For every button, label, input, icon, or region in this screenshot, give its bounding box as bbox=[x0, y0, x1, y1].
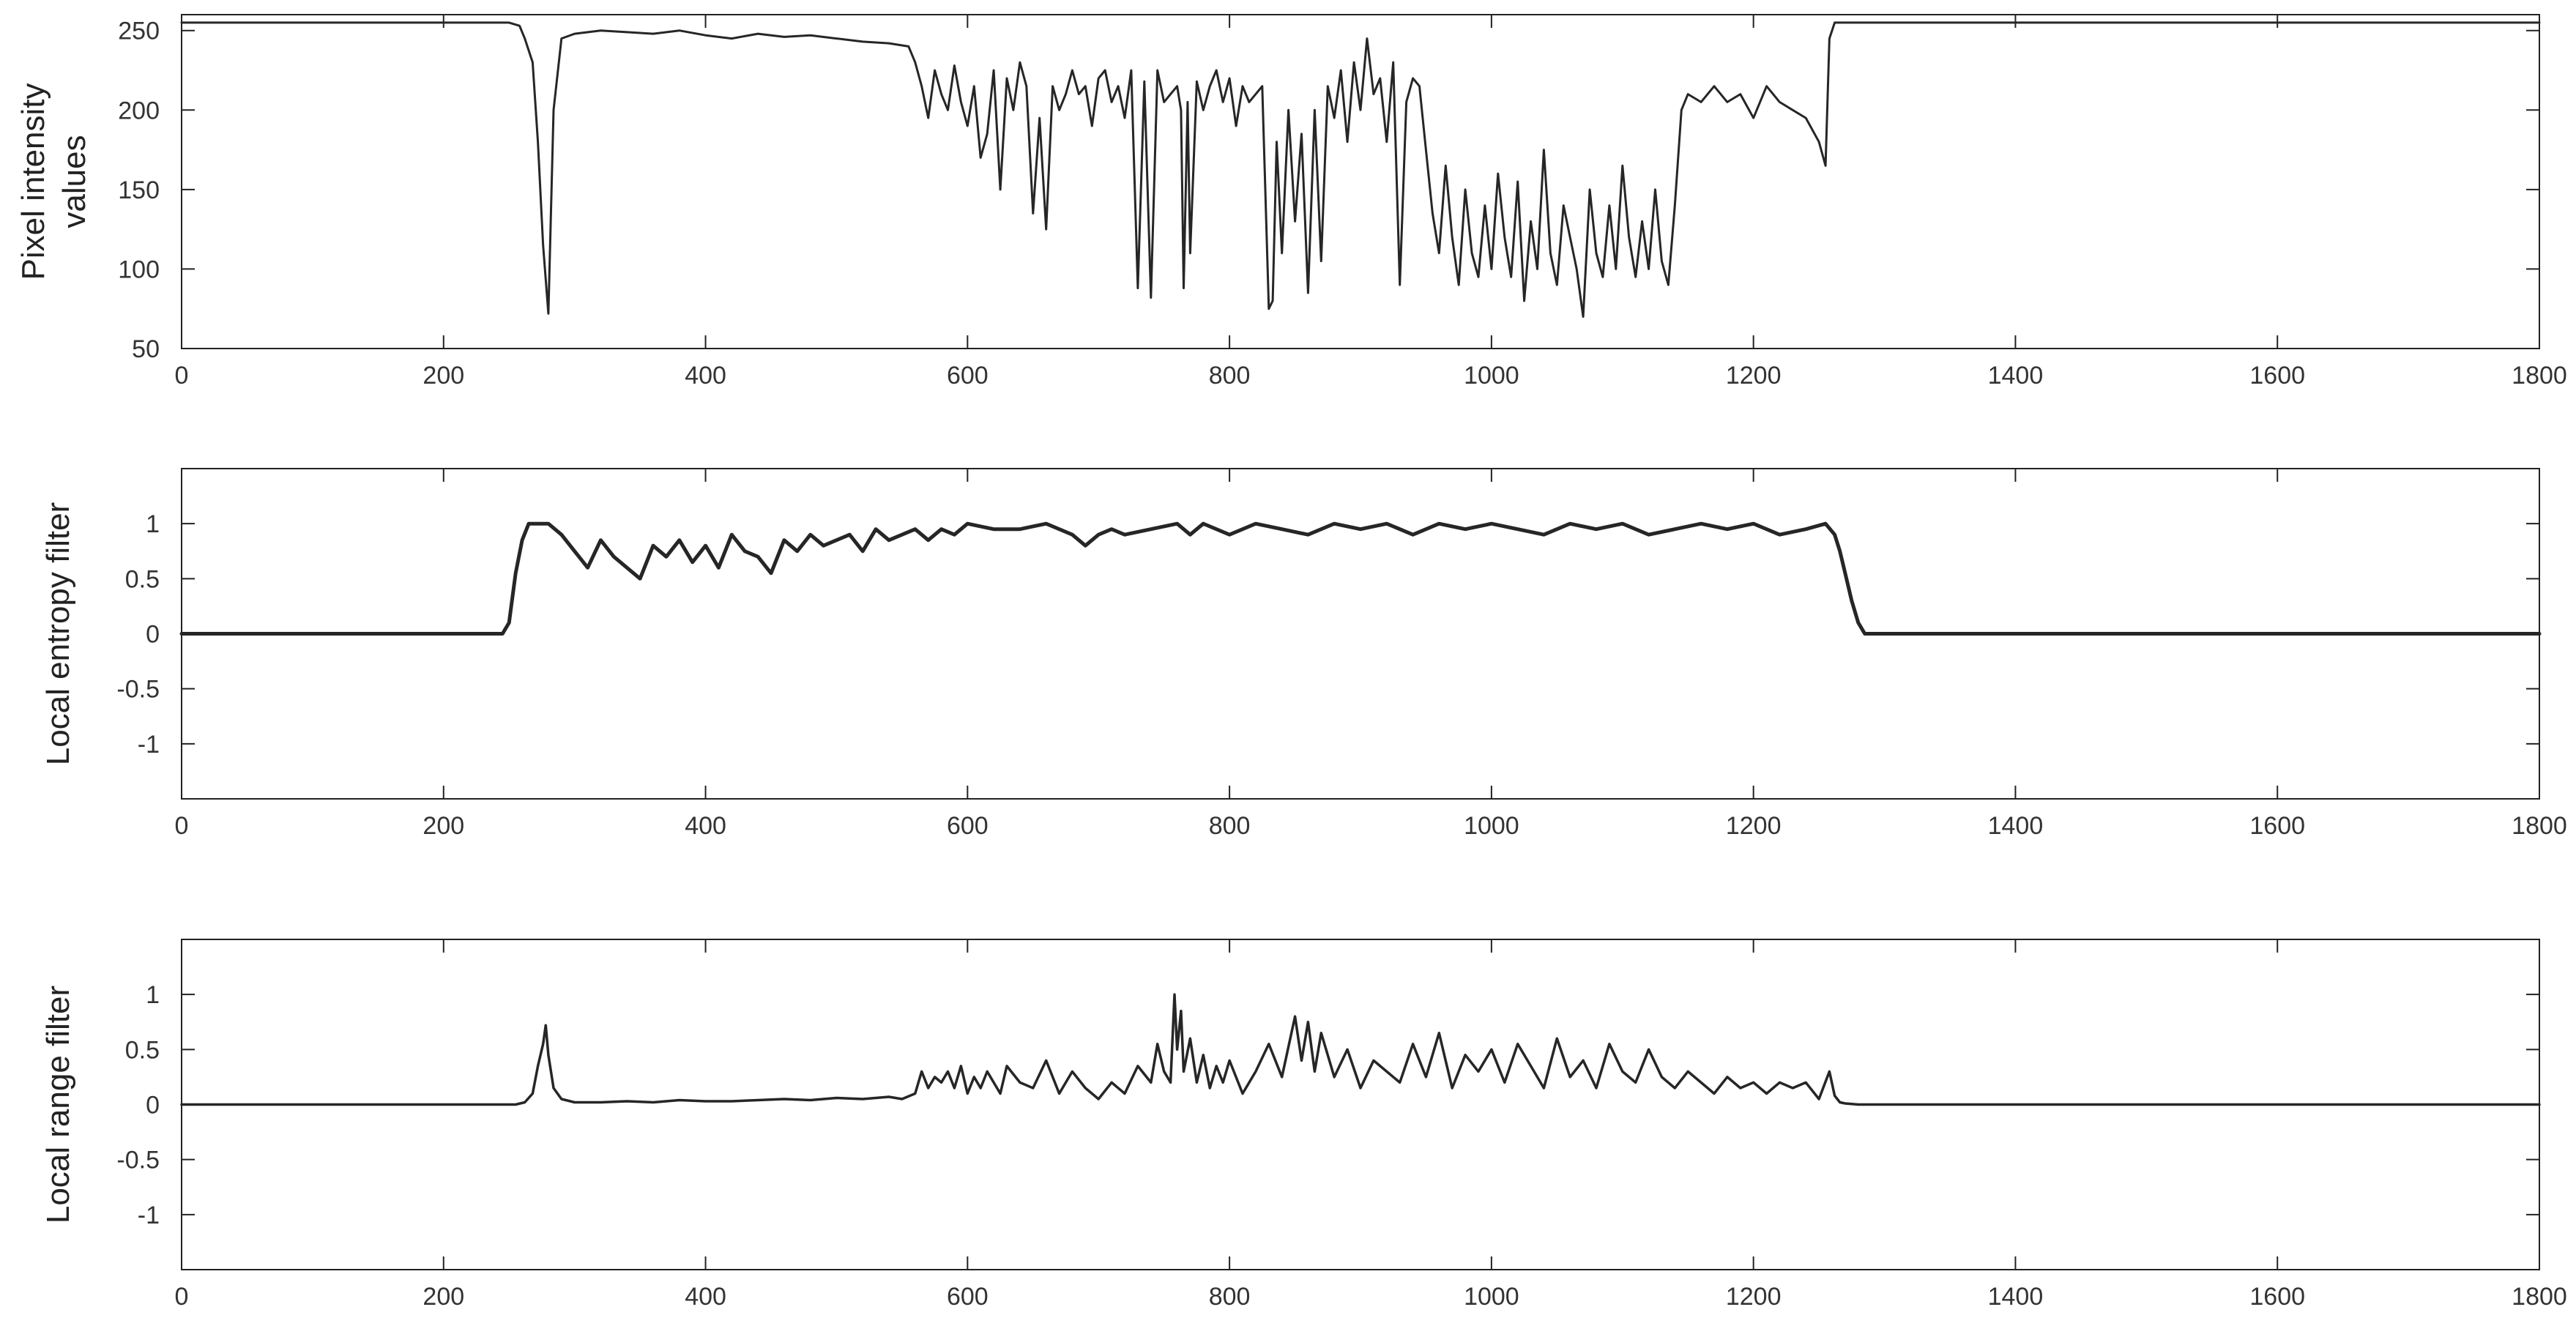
x-tick-label: 1800 bbox=[2512, 812, 2567, 840]
y-axis-title: Local entropy filter bbox=[40, 502, 76, 766]
x-tick-label: 1400 bbox=[1988, 362, 2044, 390]
x-tick-label: 0 bbox=[175, 812, 189, 840]
x-tick-label: 1200 bbox=[1726, 362, 1782, 390]
x-tick-label: 200 bbox=[422, 1283, 464, 1311]
x-tick-label: 1800 bbox=[2512, 1283, 2567, 1311]
y-tick-label: -0.5 bbox=[116, 1147, 160, 1174]
y-tick-label: -0.5 bbox=[116, 676, 160, 704]
x-tick-label: 0 bbox=[175, 362, 189, 390]
x-tick-label: 400 bbox=[685, 1283, 726, 1311]
y-axis-title: Local range filter bbox=[40, 986, 76, 1224]
y-tick-label: 200 bbox=[118, 97, 160, 124]
y-tick-label: 250 bbox=[118, 18, 160, 45]
x-tick-label: 1000 bbox=[1464, 362, 1519, 390]
x-tick-label: 1800 bbox=[2512, 362, 2567, 390]
series-line bbox=[180, 21, 2541, 319]
x-tick-label: 1200 bbox=[1726, 1283, 1782, 1311]
plot-frame bbox=[181, 14, 2540, 349]
y-tick-label: 1 bbox=[146, 510, 160, 538]
x-tick-label: 200 bbox=[422, 812, 464, 840]
chart-panel-3: 0 200 400 600 800 1000 1200 1400 1600 1800 1 0.5 0 -0… bbox=[40, 939, 2567, 1311]
x-tick-label: 400 bbox=[685, 812, 726, 840]
y-tick-label: 0.5 bbox=[125, 565, 160, 593]
x-tick-label: 1000 bbox=[1464, 1283, 1519, 1311]
chart-panel-2: 0 200 400 600 800 1000 1200 1400 1600 1800 1 0.5 0 -0… bbox=[40, 468, 2567, 840]
x-tick-label: 800 bbox=[1209, 362, 1251, 390]
x-tick-label: 200 bbox=[422, 362, 464, 390]
y-tick-label: -1 bbox=[138, 731, 160, 759]
x-tick-label: 1600 bbox=[2249, 812, 2305, 840]
y-axis-title: values bbox=[56, 135, 92, 228]
x-tick-label: 1400 bbox=[1988, 1283, 2044, 1311]
x-tick-label: 1400 bbox=[1988, 812, 2044, 840]
y-axis-title: Pixel intensity bbox=[15, 83, 51, 280]
x-tick-label: 0 bbox=[175, 1283, 189, 1311]
x-tick-label: 400 bbox=[685, 362, 726, 390]
x-tick-label: 1600 bbox=[2249, 362, 2305, 390]
y-tick-label: 0 bbox=[146, 1092, 160, 1120]
x-tick-label: 1200 bbox=[1726, 812, 1782, 840]
x-tick-label: 1000 bbox=[1464, 812, 1519, 840]
x-tick-label: 600 bbox=[947, 1283, 989, 1311]
y-tick-label: 0 bbox=[146, 621, 160, 649]
series-line bbox=[179, 521, 2542, 636]
x-tick-label: 800 bbox=[1209, 1283, 1251, 1311]
y-tick-label: -1 bbox=[138, 1202, 160, 1229]
series-line bbox=[180, 993, 2541, 1106]
y-tick-label: 100 bbox=[118, 256, 160, 283]
y-tick-label: 50 bbox=[132, 335, 160, 363]
x-tick-label: 600 bbox=[947, 362, 989, 390]
y-tick-label: 150 bbox=[118, 176, 160, 204]
x-tick-label: 1600 bbox=[2249, 1283, 2305, 1311]
chart-panel-1: 0 200 400 600 800 1000 1200 1400 1600 1800 50 100 15… bbox=[15, 14, 2567, 390]
x-tick-label: 600 bbox=[947, 812, 989, 840]
y-tick-label: 0.5 bbox=[125, 1036, 160, 1064]
y-tick-label: 1 bbox=[146, 981, 160, 1009]
x-tick-label: 800 bbox=[1209, 812, 1251, 840]
